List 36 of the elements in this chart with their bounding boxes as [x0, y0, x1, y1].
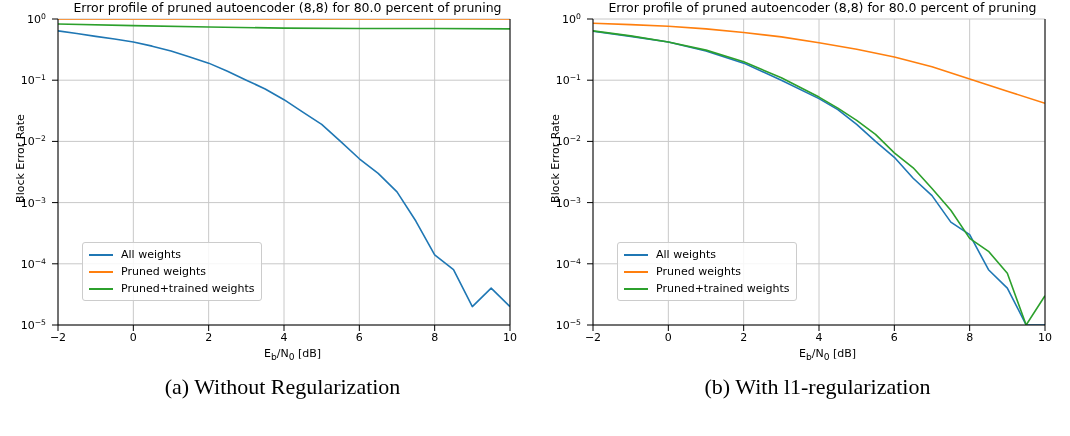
- y-tick-label: 10$^{−4}$: [20, 256, 47, 271]
- y-tick-label: 10$^{−5}$: [555, 317, 582, 332]
- x-tick-label: 10: [503, 330, 517, 344]
- y-tick-label: 10$^{−1}$: [555, 72, 582, 88]
- x-tick-label: 6: [890, 330, 898, 344]
- x-tick-label: 4: [815, 330, 823, 344]
- x-tick-label: 6: [355, 330, 363, 344]
- y-tick-label: 10$^{0}$: [27, 11, 47, 26]
- chart-title: Error profile of pruned autoencoder (8,8) for 80.0 percent of pruning: [608, 0, 1037, 15]
- line-series: [593, 22, 1045, 105]
- x-tick-label: −2: [49, 330, 67, 344]
- y-tick-label: 10$^{−4}$: [555, 256, 582, 271]
- legend-label: Pruned+trained weights: [656, 282, 790, 295]
- x-axis-title: E$_{b}$/N$_{0}$ [dB]: [797, 347, 858, 363]
- legend-label: All weights: [656, 248, 716, 261]
- x-tick-label: 2: [740, 330, 748, 344]
- x-tick-label: 2: [205, 330, 213, 344]
- legend-label: All weights: [121, 248, 181, 261]
- y-tick-label: 10$^{−5}$: [20, 317, 47, 332]
- legend-label: Pruned+trained weights: [121, 282, 255, 295]
- x-tick-label: 4: [280, 330, 288, 344]
- legend-label: Pruned weights: [656, 265, 741, 278]
- x-tick-label: 8: [966, 330, 974, 344]
- x-tick-label: −2: [584, 330, 602, 344]
- y-tick-label: 10$^{−1}$: [20, 72, 47, 88]
- text: (b) With l1-regularization: [703, 374, 932, 401]
- line-series: [58, 30, 510, 308]
- x-tick-label: 8: [431, 330, 439, 344]
- x-axis-title: E$_{b}$/N$_{0}$ [dB]: [262, 347, 323, 363]
- text: (a) Without Regularization: [163, 374, 402, 401]
- x-tick-label: 10: [1038, 330, 1052, 344]
- legend-label: Pruned weights: [121, 265, 206, 278]
- chart-title: Error profile of pruned autoencoder (8,8) for 80.0 percent of pruning: [73, 0, 502, 15]
- x-tick-label: 0: [129, 330, 137, 344]
- x-tick-label: 0: [664, 330, 672, 344]
- y-tick-label: 10$^{0}$: [562, 11, 582, 26]
